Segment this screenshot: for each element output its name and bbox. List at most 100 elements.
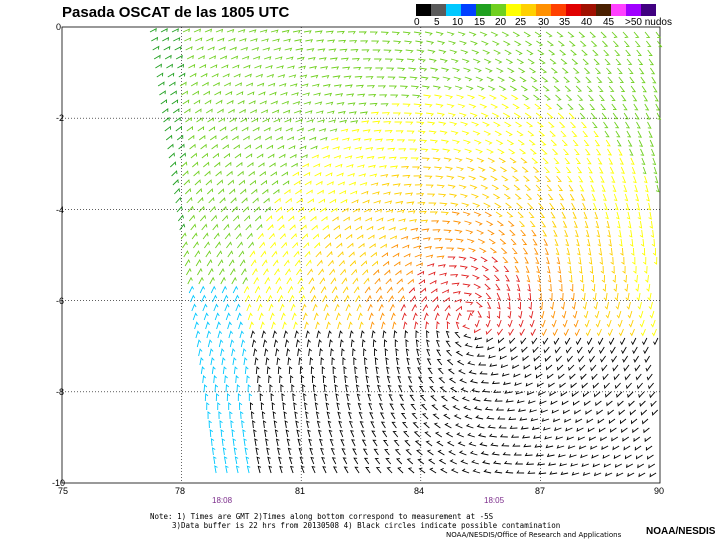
wind-barb	[232, 357, 237, 366]
wind-barb	[615, 211, 620, 220]
wind-barb	[436, 330, 440, 339]
wind-barb	[539, 211, 546, 219]
wind-barb	[575, 157, 581, 165]
lon-tick-90: 90	[654, 486, 665, 496]
wind-barb	[417, 201, 426, 206]
wind-barb	[254, 285, 261, 294]
wind-barb	[215, 28, 224, 33]
wind-barb	[216, 250, 223, 258]
wind-barb	[486, 337, 494, 343]
wind-barb	[255, 144, 263, 150]
wind-barb	[554, 346, 561, 354]
wind-barb	[219, 268, 225, 276]
wind-barb	[352, 57, 360, 62]
wind-barb	[280, 312, 286, 321]
footnote-line: 3)Data buffer is 22 hrs from 20130508 4)…	[172, 521, 561, 530]
swath-time-2: 18:05	[484, 496, 505, 505]
wind-barb	[384, 348, 388, 357]
wind-barb	[573, 400, 580, 406]
wind-barb	[489, 94, 497, 100]
wind-barb	[360, 111, 368, 115]
wind-barb	[643, 94, 649, 102]
wind-barb	[407, 467, 415, 474]
wind-barb	[649, 310, 655, 319]
wind-barb	[371, 430, 377, 438]
wind-barb	[386, 366, 390, 375]
wind-barb	[322, 294, 328, 303]
wind-barb	[219, 197, 226, 204]
wind-barb	[332, 216, 339, 222]
wind-barb	[456, 432, 464, 438]
wind-barb	[374, 58, 382, 62]
wind-barb	[310, 145, 318, 150]
wind-barb	[398, 394, 404, 402]
wind-barb	[374, 208, 383, 213]
wind-barb	[285, 197, 292, 204]
wind-barb	[374, 457, 381, 465]
wind-barb	[524, 373, 532, 379]
wind-barb	[195, 188, 203, 195]
wind-barb	[504, 49, 512, 55]
wind-barb	[578, 265, 583, 274]
wind-barb	[425, 184, 434, 188]
wind-barb	[631, 337, 637, 346]
wind-barb	[591, 40, 598, 47]
wind-barb	[590, 445, 598, 450]
wind-barb	[460, 459, 468, 465]
wind-barb	[216, 108, 224, 114]
wind-barb	[311, 224, 318, 231]
wind-barb	[248, 170, 255, 177]
wind-barb	[644, 355, 650, 363]
wind-barb	[221, 214, 229, 222]
wind-barb	[642, 166, 647, 175]
wind-barb	[429, 279, 437, 285]
wind-barb	[330, 447, 335, 456]
wind-barb	[449, 49, 458, 55]
wind-barb	[616, 472, 624, 477]
wind-barb	[261, 411, 266, 420]
wind-barb	[502, 452, 511, 456]
wind-barb	[428, 271, 436, 276]
wind-barb	[560, 391, 568, 397]
wind-barb	[227, 250, 234, 258]
wind-barb	[321, 145, 329, 150]
wind-barb	[476, 229, 485, 235]
wind-barb	[331, 66, 340, 70]
wind-barb	[310, 366, 315, 375]
wind-barb	[516, 470, 525, 474]
wind-barb	[309, 136, 317, 141]
wind-barb	[540, 319, 546, 328]
wind-barb	[351, 128, 360, 133]
wind-barb	[476, 301, 483, 308]
wind-barb	[217, 37, 225, 42]
wind-barb	[334, 384, 338, 393]
wind-barb	[240, 411, 244, 420]
wind-barb	[259, 100, 267, 105]
wind-barb	[301, 233, 308, 240]
wind-barb	[505, 469, 514, 474]
wind-barb	[390, 312, 396, 321]
wind-barb	[279, 375, 283, 384]
wind-barb	[601, 445, 609, 450]
wind-barb	[287, 357, 292, 366]
wind-barb	[428, 458, 436, 465]
wind-barb	[410, 403, 417, 411]
wind-barb	[541, 418, 550, 422]
wind-barb	[576, 166, 583, 174]
wind-barb	[233, 73, 241, 78]
wind-barb	[494, 274, 501, 281]
wind-barb	[527, 202, 534, 209]
wind-barb	[205, 321, 210, 330]
wind-barb	[307, 127, 316, 132]
wind-barb	[301, 303, 307, 312]
wind-barb	[562, 67, 569, 74]
wind-barb	[623, 184, 628, 193]
wind-barb	[198, 348, 203, 357]
wind-barb	[653, 166, 658, 175]
wind-barb	[623, 364, 630, 372]
wind-barb	[218, 117, 226, 123]
wind-barb	[413, 245, 421, 249]
wind-barb	[268, 465, 273, 474]
wind-barb	[311, 83, 320, 88]
wind-barb	[607, 328, 613, 337]
